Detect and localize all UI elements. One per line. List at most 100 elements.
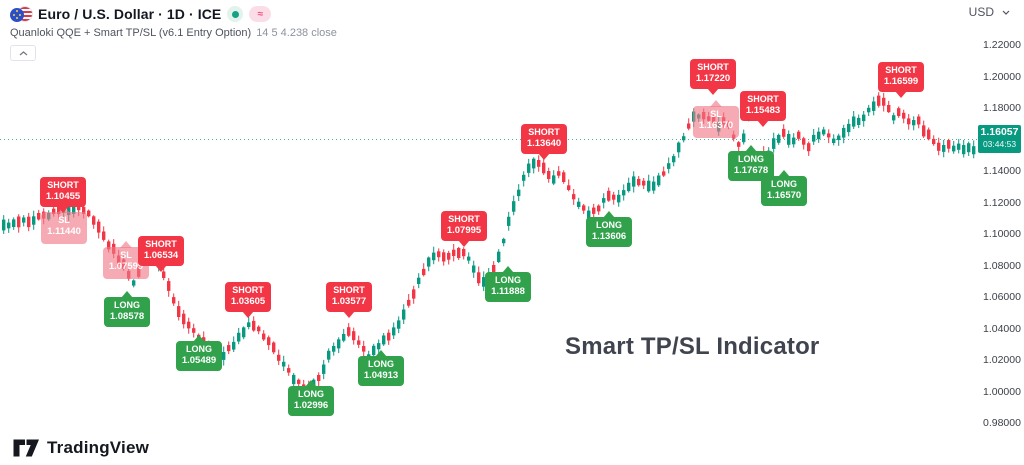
indicator-name: Quanloki QQE + Smart TP/SL (v6.1 Entry O… xyxy=(10,27,252,39)
candle xyxy=(437,248,441,262)
candle xyxy=(822,126,826,137)
candle xyxy=(592,203,596,218)
candle xyxy=(427,256,431,272)
candle xyxy=(792,133,796,148)
current-price-value: 1.16057 xyxy=(980,125,1019,138)
candle xyxy=(857,114,861,129)
candle xyxy=(937,137,941,156)
candle xyxy=(612,191,616,205)
candle xyxy=(22,215,26,227)
candle xyxy=(252,316,256,332)
candle xyxy=(97,219,101,239)
candle xyxy=(957,139,961,154)
candle xyxy=(242,326,246,340)
tradingview-logo[interactable]: TradingView xyxy=(13,438,149,458)
candle xyxy=(482,271,486,292)
indicator-values: 14 5 4.238 close xyxy=(256,27,337,39)
signal-label-long: LONG 1.02996 xyxy=(288,380,334,416)
candle xyxy=(972,140,976,159)
candle xyxy=(87,209,91,218)
price-axis-tick: 1.12000 xyxy=(983,196,1021,209)
candle xyxy=(647,174,651,193)
price-axis-tick: 1.00000 xyxy=(983,385,1021,398)
collapse-legend-button[interactable] xyxy=(10,45,36,61)
price-axis[interactable]: 1.16057 03:44:53 1.22000 1.20000 1.18000 1.… xyxy=(977,0,1024,465)
price-axis-tick: 1.08000 xyxy=(983,259,1021,272)
candle xyxy=(292,373,296,387)
candle xyxy=(602,193,606,209)
price-axis-tick: 1.22000 xyxy=(983,39,1021,51)
candle xyxy=(177,300,181,321)
candle xyxy=(777,133,781,145)
fundamentals-icon[interactable]: ≈ xyxy=(249,6,272,22)
candle xyxy=(182,309,186,329)
candle xyxy=(497,249,501,264)
candle xyxy=(417,273,421,289)
candle xyxy=(687,118,691,131)
candle xyxy=(637,176,641,187)
price-axis-tick: 1.18000 xyxy=(983,102,1021,114)
current-price-badge: 1.16057 03:44:53 xyxy=(978,124,1021,153)
candle xyxy=(742,129,746,145)
candle xyxy=(222,346,226,366)
candle xyxy=(327,348,331,363)
candle xyxy=(897,106,901,118)
watermark-text: Smart TP/SL Indicator xyxy=(565,333,820,360)
candle xyxy=(837,133,841,146)
candle xyxy=(922,120,926,138)
price-axis-tick: 1.02000 xyxy=(983,354,1021,366)
signal-label-short: SHORT 1.06534 xyxy=(138,236,184,272)
signal-label-long: LONG 1.13606 xyxy=(586,211,632,247)
candle xyxy=(887,100,891,114)
candle xyxy=(522,171,526,187)
candle xyxy=(412,285,416,304)
signal-label-short: SHORT 1.16599 xyxy=(878,62,924,98)
signal-label-short: SHORT 1.10455 xyxy=(40,177,86,213)
indicator-row[interactable]: Quanloki QQE + Smart TP/SL (v6.1 Entry O… xyxy=(10,27,337,39)
candle xyxy=(662,166,666,177)
candlestick-chart[interactable] xyxy=(0,0,977,465)
current-price-line xyxy=(0,139,977,140)
currency-dropdown[interactable]: USD xyxy=(969,5,1010,19)
candle xyxy=(552,170,556,186)
candle xyxy=(402,304,406,324)
candle xyxy=(507,211,511,231)
candle xyxy=(467,252,471,264)
candle xyxy=(617,189,621,207)
candle xyxy=(682,132,686,143)
candle xyxy=(912,116,916,131)
candle xyxy=(632,171,636,193)
candle xyxy=(362,340,366,358)
signal-label-short: SHORT 1.07995 xyxy=(441,211,487,247)
candle xyxy=(167,278,171,297)
candle xyxy=(477,266,481,286)
candle xyxy=(672,153,676,167)
candle xyxy=(852,111,856,129)
symbol-title[interactable]: Euro / U.S. Dollar · 1D · ICE xyxy=(38,6,222,22)
signal-label-long: LONG 1.05489 xyxy=(176,335,222,371)
candle xyxy=(882,92,886,112)
candle xyxy=(562,170,566,184)
bar-countdown: 03:44:53 xyxy=(982,138,1017,149)
price-axis-tick: 1.04000 xyxy=(983,322,1021,335)
currency-value: USD xyxy=(968,5,994,19)
candle xyxy=(902,109,906,124)
candle xyxy=(262,330,266,341)
signal-label-sl: SL 1.16370 xyxy=(693,100,739,138)
candle xyxy=(607,187,611,202)
tradingview-logo-text: TradingView xyxy=(47,438,150,457)
candle xyxy=(267,335,271,350)
candle xyxy=(567,179,571,192)
candle xyxy=(282,355,286,371)
candle xyxy=(782,124,786,139)
candle xyxy=(847,119,851,137)
candle xyxy=(817,127,821,143)
candle xyxy=(187,317,191,334)
candle xyxy=(527,158,531,178)
candle xyxy=(572,189,576,205)
candle xyxy=(2,215,6,234)
market-open-status-icon[interactable] xyxy=(227,6,244,22)
candle xyxy=(807,141,811,156)
candle xyxy=(872,96,876,116)
